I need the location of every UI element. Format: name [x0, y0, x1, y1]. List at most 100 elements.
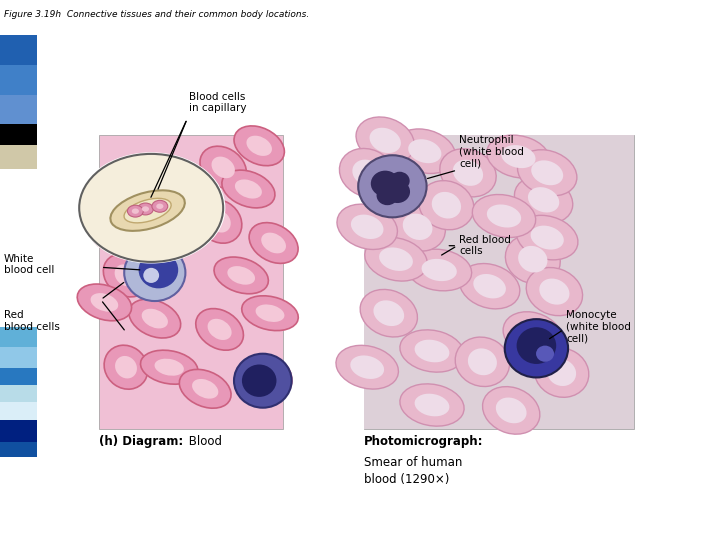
Ellipse shape — [259, 367, 281, 389]
Ellipse shape — [528, 187, 559, 212]
Text: Blood cells
in capillary: Blood cells in capillary — [189, 92, 247, 113]
Ellipse shape — [517, 322, 549, 347]
Ellipse shape — [468, 348, 497, 375]
Ellipse shape — [339, 148, 395, 197]
Bar — [0, 145, 37, 169]
Ellipse shape — [505, 235, 560, 284]
Ellipse shape — [407, 249, 472, 291]
Ellipse shape — [394, 129, 456, 173]
Ellipse shape — [503, 312, 562, 358]
Ellipse shape — [408, 139, 441, 163]
Text: (h) Diagram:: (h) Diagram: — [99, 435, 184, 448]
Ellipse shape — [531, 160, 563, 185]
Ellipse shape — [234, 354, 292, 408]
Ellipse shape — [138, 252, 179, 288]
Bar — [0, 420, 37, 442]
Ellipse shape — [351, 355, 384, 379]
Ellipse shape — [379, 247, 413, 271]
Ellipse shape — [228, 266, 255, 285]
Ellipse shape — [371, 171, 400, 197]
Ellipse shape — [91, 293, 118, 312]
Ellipse shape — [517, 327, 556, 364]
Ellipse shape — [453, 160, 483, 186]
Ellipse shape — [261, 233, 286, 253]
Ellipse shape — [248, 356, 292, 400]
Ellipse shape — [119, 196, 148, 214]
Ellipse shape — [455, 337, 510, 387]
Ellipse shape — [105, 187, 161, 223]
Ellipse shape — [402, 214, 433, 240]
Ellipse shape — [371, 165, 400, 192]
Text: Red blood
cells: Red blood cells — [459, 235, 511, 256]
Bar — [0, 402, 37, 420]
Ellipse shape — [256, 305, 284, 322]
Bar — [0, 65, 37, 94]
Ellipse shape — [124, 198, 171, 223]
Circle shape — [77, 152, 225, 264]
Bar — [0, 327, 37, 347]
Bar — [0, 94, 37, 124]
Ellipse shape — [242, 364, 276, 397]
Ellipse shape — [390, 172, 410, 190]
Ellipse shape — [516, 215, 578, 260]
Ellipse shape — [99, 221, 124, 243]
Text: Figure 3.19h  Connective tissues and their common body locations.: Figure 3.19h Connective tissues and thei… — [4, 10, 309, 19]
Ellipse shape — [536, 346, 554, 362]
Ellipse shape — [171, 179, 197, 199]
Ellipse shape — [358, 153, 413, 203]
Ellipse shape — [422, 259, 456, 281]
Ellipse shape — [249, 222, 298, 264]
Text: Smear of human
blood (1290×): Smear of human blood (1290×) — [364, 456, 462, 487]
Ellipse shape — [473, 274, 506, 299]
Text: Neutrophil
(white blood
cell): Neutrophil (white blood cell) — [459, 136, 524, 168]
Ellipse shape — [515, 177, 572, 223]
Circle shape — [138, 203, 153, 215]
Ellipse shape — [365, 238, 427, 281]
Ellipse shape — [351, 214, 384, 239]
Ellipse shape — [222, 170, 275, 208]
Ellipse shape — [207, 319, 232, 340]
Text: Blood: Blood — [185, 435, 222, 448]
Ellipse shape — [360, 289, 418, 337]
Ellipse shape — [209, 210, 230, 233]
Bar — [0, 347, 37, 368]
Circle shape — [152, 200, 168, 212]
Ellipse shape — [482, 387, 540, 434]
Ellipse shape — [385, 180, 410, 203]
Ellipse shape — [136, 216, 181, 259]
Ellipse shape — [359, 156, 426, 217]
Ellipse shape — [487, 205, 521, 227]
Ellipse shape — [158, 169, 209, 209]
Ellipse shape — [192, 379, 218, 399]
Bar — [0, 368, 37, 385]
Ellipse shape — [459, 264, 520, 309]
Text: Red
blood cells: Red blood cells — [4, 310, 60, 332]
Circle shape — [79, 154, 223, 262]
Ellipse shape — [518, 246, 547, 273]
Ellipse shape — [472, 194, 536, 238]
Ellipse shape — [356, 117, 414, 164]
Ellipse shape — [125, 244, 186, 301]
Bar — [0, 124, 37, 145]
Ellipse shape — [246, 136, 272, 156]
Ellipse shape — [336, 346, 398, 389]
Text: Photomicrograph:: Photomicrograph: — [364, 435, 483, 448]
Ellipse shape — [377, 186, 398, 205]
Text: White
blood cell: White blood cell — [4, 254, 54, 275]
Bar — [364, 135, 634, 429]
Ellipse shape — [142, 309, 168, 328]
Ellipse shape — [534, 348, 589, 397]
Ellipse shape — [129, 299, 181, 338]
Ellipse shape — [539, 279, 570, 305]
Ellipse shape — [369, 128, 401, 153]
Ellipse shape — [110, 190, 185, 231]
Ellipse shape — [200, 146, 246, 188]
Circle shape — [156, 204, 163, 209]
Ellipse shape — [212, 157, 235, 178]
Ellipse shape — [440, 148, 496, 197]
Bar — [0, 385, 37, 402]
Ellipse shape — [400, 384, 464, 426]
Ellipse shape — [547, 359, 576, 386]
Circle shape — [127, 205, 143, 217]
Ellipse shape — [235, 179, 262, 199]
